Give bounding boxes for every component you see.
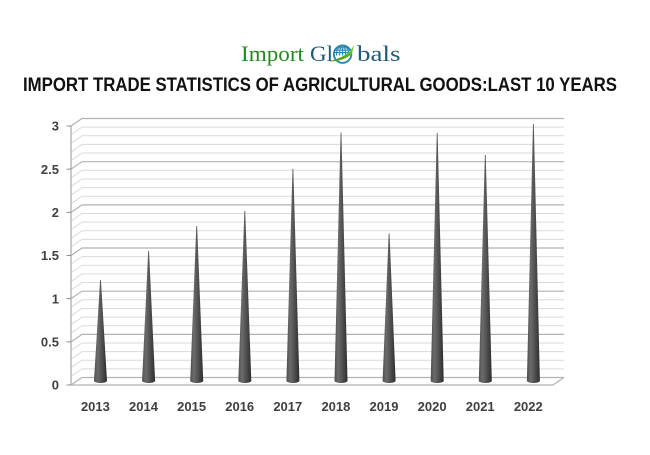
svg-text:2020: 2020 [418, 399, 447, 414]
svg-text:2015: 2015 [177, 399, 206, 414]
svg-text:3: 3 [52, 119, 59, 134]
svg-text:2: 2 [52, 205, 59, 220]
svg-text:2016: 2016 [225, 399, 254, 414]
svg-text:2021: 2021 [466, 399, 495, 414]
svg-text:2013: 2013 [81, 399, 110, 414]
svg-text:1: 1 [52, 291, 59, 306]
svg-text:0: 0 [52, 378, 59, 393]
svg-text:2017: 2017 [273, 399, 302, 414]
svg-text:2022: 2022 [514, 399, 543, 414]
svg-text:Gl: Gl [310, 41, 333, 66]
svg-text:0.5: 0.5 [41, 334, 59, 349]
svg-text:Import: Import [241, 41, 304, 66]
svg-text:1.5: 1.5 [41, 248, 59, 263]
svg-text:IMPORT TRADE STATISTICS OF AGR: IMPORT TRADE STATISTICS OF AGRICULTURAL … [23, 74, 617, 96]
svg-text:2014: 2014 [129, 399, 159, 414]
svg-text:2019: 2019 [370, 399, 399, 414]
svg-text:2018: 2018 [321, 399, 350, 414]
svg-text:bals: bals [357, 41, 401, 66]
svg-text:2.5: 2.5 [41, 162, 59, 177]
